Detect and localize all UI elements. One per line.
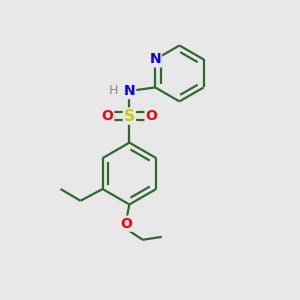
Text: O: O (146, 109, 158, 123)
Text: N: N (149, 52, 161, 67)
Text: O: O (101, 109, 113, 123)
Text: O: O (121, 217, 132, 231)
Text: H: H (109, 84, 118, 97)
Text: N: N (124, 84, 135, 98)
Text: S: S (124, 109, 135, 124)
